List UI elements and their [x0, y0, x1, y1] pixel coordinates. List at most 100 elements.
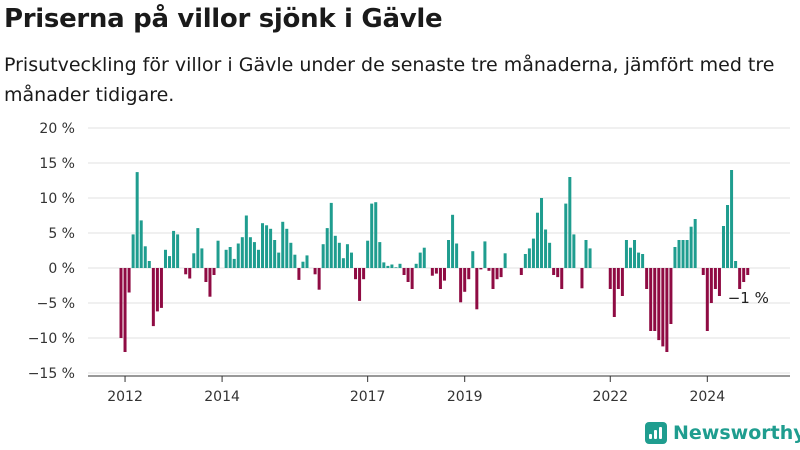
bar — [495, 268, 499, 280]
bar — [742, 268, 746, 282]
bar — [608, 268, 612, 289]
y-tick-label: 15 % — [39, 156, 75, 172]
bar — [552, 268, 556, 275]
brand-logo: Newsworthy — [645, 419, 800, 447]
bar — [693, 219, 697, 268]
bar — [402, 268, 406, 275]
bar — [637, 252, 641, 268]
y-tick-label: 20 % — [39, 121, 75, 137]
bar — [434, 268, 438, 274]
bar — [394, 267, 398, 268]
bar — [188, 268, 192, 279]
bar — [624, 240, 628, 268]
bar — [657, 268, 661, 341]
y-axis-labels: −15 % −10 % −5 % 0 % 5 % 10 % 15 % 20 % — [28, 121, 75, 382]
bar — [289, 242, 293, 268]
bar — [414, 263, 418, 268]
bar — [248, 237, 252, 268]
bar — [139, 220, 143, 268]
bar — [163, 249, 167, 268]
bar — [568, 177, 572, 268]
y-tick-label: 5 % — [48, 226, 75, 242]
chart-title: Priserna på villor sjönk i Gävle — [4, 4, 443, 34]
bar — [628, 247, 632, 268]
bar — [200, 248, 204, 268]
bar — [471, 251, 475, 268]
y-tick-label: −15 % — [28, 366, 75, 382]
bar — [345, 244, 349, 268]
bar — [673, 247, 677, 268]
bar — [333, 235, 337, 268]
x-tick-label: 2014 — [204, 389, 240, 405]
bar — [374, 202, 378, 268]
bar — [313, 268, 317, 275]
bar — [176, 234, 180, 268]
bar — [717, 268, 721, 296]
bar — [479, 268, 483, 270]
bar — [463, 268, 467, 292]
bar — [196, 228, 200, 268]
bar — [544, 229, 548, 268]
bar — [430, 268, 434, 276]
bar — [503, 253, 507, 268]
bar — [418, 252, 422, 268]
bar — [358, 268, 362, 301]
y-tick-label: −10 % — [28, 331, 75, 347]
bar — [204, 268, 208, 282]
bar — [588, 248, 592, 268]
bar — [168, 256, 172, 268]
bar — [523, 254, 527, 268]
bar — [366, 240, 370, 268]
bar — [564, 203, 568, 268]
bar — [321, 244, 325, 268]
bar — [701, 268, 705, 275]
bar — [337, 242, 341, 268]
bar — [721, 226, 725, 268]
bar — [119, 268, 123, 338]
bar — [531, 238, 535, 268]
y-tick-label: 10 % — [39, 191, 75, 207]
bar — [487, 268, 491, 271]
bar — [131, 234, 135, 268]
bar — [738, 268, 742, 289]
bar — [293, 254, 297, 268]
bar — [398, 263, 402, 268]
last-value-label: −1 % — [728, 289, 769, 307]
bar — [467, 268, 471, 280]
bar — [127, 268, 131, 293]
bar — [499, 268, 503, 278]
bar — [386, 265, 390, 268]
bar — [689, 226, 693, 268]
bar — [382, 262, 386, 268]
bar — [354, 268, 358, 280]
bar — [317, 268, 321, 290]
bar — [705, 268, 709, 331]
bar — [256, 249, 260, 268]
bar — [410, 268, 414, 289]
grid-lines — [88, 127, 790, 374]
bar — [730, 170, 734, 268]
bar — [491, 268, 495, 289]
bar — [301, 261, 305, 268]
bar — [277, 252, 281, 268]
bar — [669, 268, 673, 324]
bar — [370, 203, 374, 268]
bar — [236, 243, 240, 268]
bar — [620, 268, 624, 296]
bar — [349, 252, 353, 268]
bar-chart-logo-icon — [645, 422, 667, 444]
bar — [135, 172, 139, 268]
bar — [406, 268, 410, 282]
bar — [734, 261, 738, 268]
x-tick-label: 2012 — [107, 389, 143, 405]
bar — [483, 241, 487, 268]
bar — [362, 268, 366, 280]
bar — [584, 240, 588, 268]
bar — [645, 268, 649, 289]
bar — [216, 240, 220, 268]
bar — [155, 268, 159, 312]
bar — [123, 268, 127, 352]
bar — [713, 268, 717, 289]
bar — [459, 268, 463, 303]
